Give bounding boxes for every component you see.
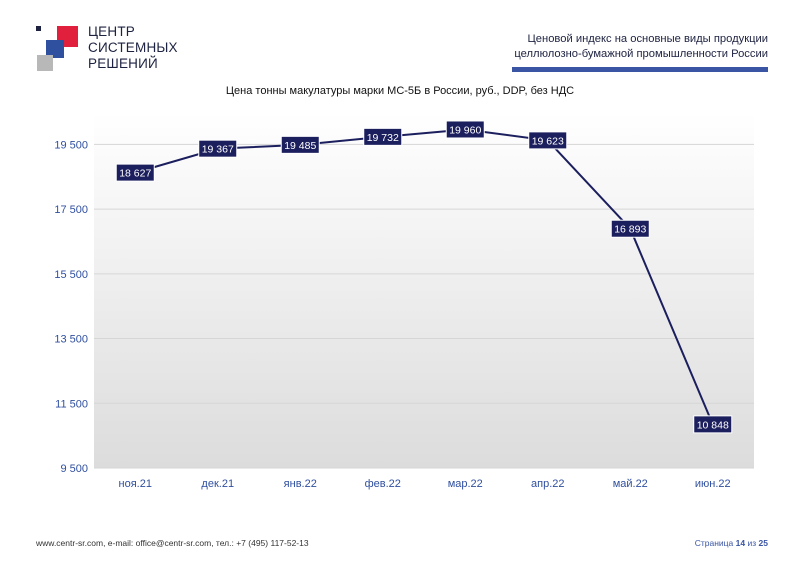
data-label-text: 19 367 <box>202 144 234 156</box>
logo-text: ЦЕНТР СИСТЕМНЫХ РЕШЕНИЙ <box>88 24 178 72</box>
data-point-label: 19 367 <box>198 139 238 158</box>
data-label-box <box>280 135 320 154</box>
report-header-line-2: целлюлозно-бумажной промышленности Росси… <box>514 48 768 60</box>
x-tick-label: апр.22 <box>531 478 564 490</box>
page-total: 25 <box>758 538 768 548</box>
y-tick-label: 17 500 <box>54 204 88 216</box>
x-axis-ticks: ноя.21 дек.21 янв.22 фев.22 мар.22 апр.22 май.… <box>119 478 731 490</box>
page-word: Страница <box>694 538 734 548</box>
data-label-box <box>198 139 238 158</box>
header-accent-bar <box>512 67 768 72</box>
footer-contacts: www.centr-sr.com, e-mail: office@centr-s… <box>36 538 309 548</box>
y-tick-label: 13 500 <box>54 334 88 346</box>
plot-area <box>94 112 754 468</box>
y-tick-label: 11 500 <box>55 398 88 410</box>
gridlines <box>94 143 754 469</box>
logo-dark-dot <box>36 26 41 31</box>
x-tick-label: дек.21 <box>201 478 234 490</box>
report-header-line-1: Ценовой индекс на основные виды продукци… <box>527 33 768 45</box>
x-tick-label: фев.22 <box>365 478 401 490</box>
data-point-label: 10 848 <box>693 415 733 434</box>
data-point-label: 19 485 <box>280 135 320 154</box>
chart-title: Цена тонны макулатуры марки МС-5Б в Росс… <box>225 85 575 97</box>
data-point-label: 18 627 <box>115 163 155 182</box>
data-label-box <box>528 131 568 150</box>
data-label-text: 10 848 <box>697 419 729 431</box>
data-label-box <box>693 415 733 434</box>
x-tick-label: май.22 <box>613 478 648 490</box>
data-label-box <box>363 127 403 146</box>
data-label-text: 19 960 <box>449 124 481 136</box>
logo-line-3: РЕШЕНИЙ <box>88 56 158 71</box>
x-tick-label: июн.22 <box>695 478 731 490</box>
data-label-box <box>445 120 485 139</box>
report-header: Ценовой индекс на основные виды продукци… <box>514 32 768 62</box>
page-current: 14 <box>735 538 746 548</box>
x-tick-label: мар.22 <box>448 478 483 490</box>
logo-line-2: СИСТЕМНЫХ <box>88 40 178 55</box>
page-of: из <box>747 538 757 548</box>
x-tick-label: янв.22 <box>284 478 317 490</box>
y-tick-label: 19 500 <box>54 139 88 151</box>
logo-blue-square <box>46 40 64 58</box>
data-label-text: 19 732 <box>367 132 399 144</box>
data-point-label: 19 732 <box>363 127 403 146</box>
data-point-label: 19 623 <box>528 131 568 150</box>
x-tick-label: ноя.21 <box>119 478 152 490</box>
data-label-text: 18 627 <box>119 168 151 180</box>
logo-grey-square <box>37 55 53 71</box>
y-axis-ticks: 9 500 11 500 13 500 15 500 17 500 19 500 <box>54 139 88 475</box>
data-label-text: 16 893 <box>614 224 646 236</box>
y-tick-label: 15 500 <box>54 269 88 281</box>
data-label-box <box>115 163 155 182</box>
data-labels: 18 627 19 367 19 485 19 732 19 960 19 623 16 8… <box>115 120 733 434</box>
data-label-text: 19 485 <box>284 140 316 152</box>
footer-page-number: Страница 14 из 25 <box>695 538 768 548</box>
company-logo: ЦЕНТР СИСТЕМНЫХ РЕШЕНИЙ <box>36 22 186 80</box>
data-point-label: 19 960 <box>445 120 485 139</box>
data-point-label: 16 893 <box>610 219 650 238</box>
logo-line-1: ЦЕНТР <box>88 24 135 39</box>
data-label-text: 19 623 <box>532 135 564 147</box>
data-label-box <box>610 219 650 238</box>
y-tick-label: 9 500 <box>60 463 88 475</box>
